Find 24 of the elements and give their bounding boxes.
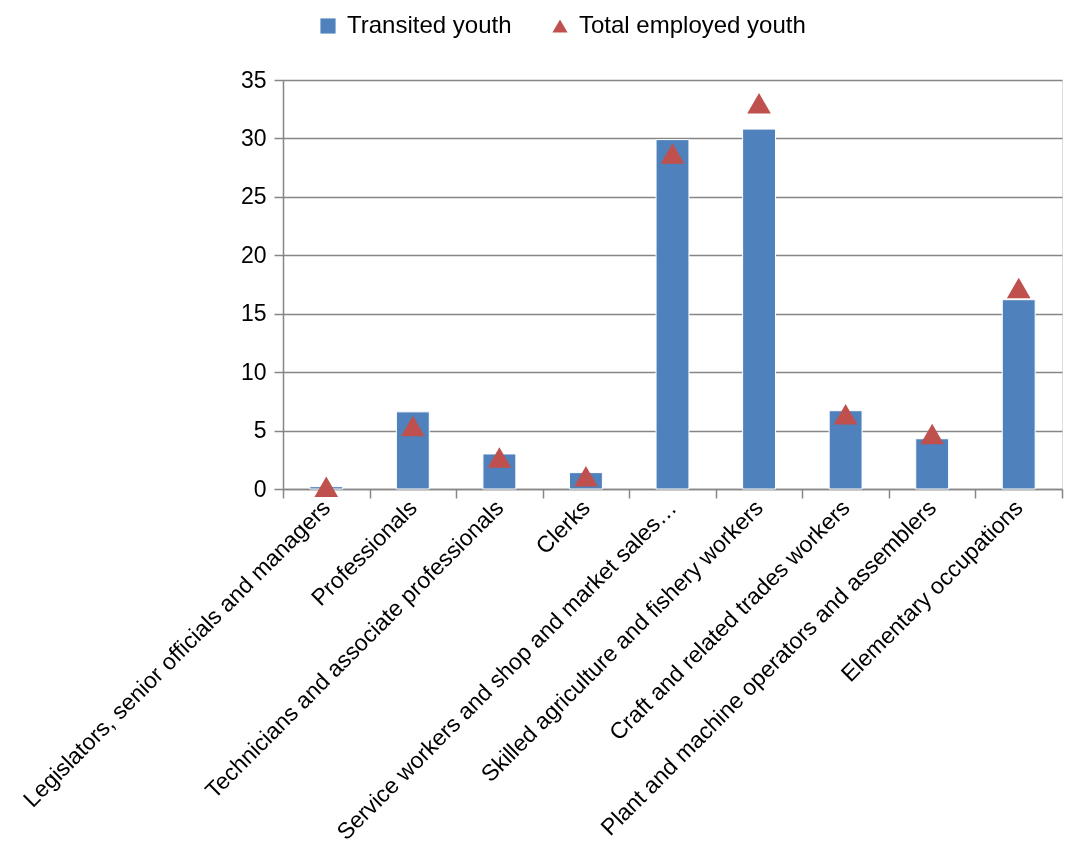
y-tick-label: 15 — [240, 300, 267, 327]
point — [574, 465, 598, 487]
point — [1006, 277, 1031, 299]
bar — [828, 410, 863, 490]
point — [314, 476, 339, 497]
y-tick-label: 10 — [240, 358, 267, 385]
point — [660, 143, 685, 164]
legend-label: Total employed youth — [579, 11, 806, 38]
y-tick-label: 0 — [253, 475, 267, 502]
y-tick-label: 35 — [240, 66, 267, 93]
bar — [1001, 299, 1036, 490]
y-tick-label: 5 — [253, 417, 267, 444]
point — [487, 447, 512, 468]
y-tick-label: 30 — [240, 124, 267, 151]
bar — [655, 139, 690, 490]
legend-label: Transited youth — [347, 11, 512, 38]
point — [747, 93, 771, 114]
point — [401, 415, 425, 437]
bar — [915, 438, 950, 490]
y-tick-label: 20 — [240, 241, 267, 268]
bar — [742, 128, 776, 490]
y-tick-label: 25 — [240, 183, 267, 210]
point — [920, 423, 944, 445]
point — [833, 403, 858, 425]
